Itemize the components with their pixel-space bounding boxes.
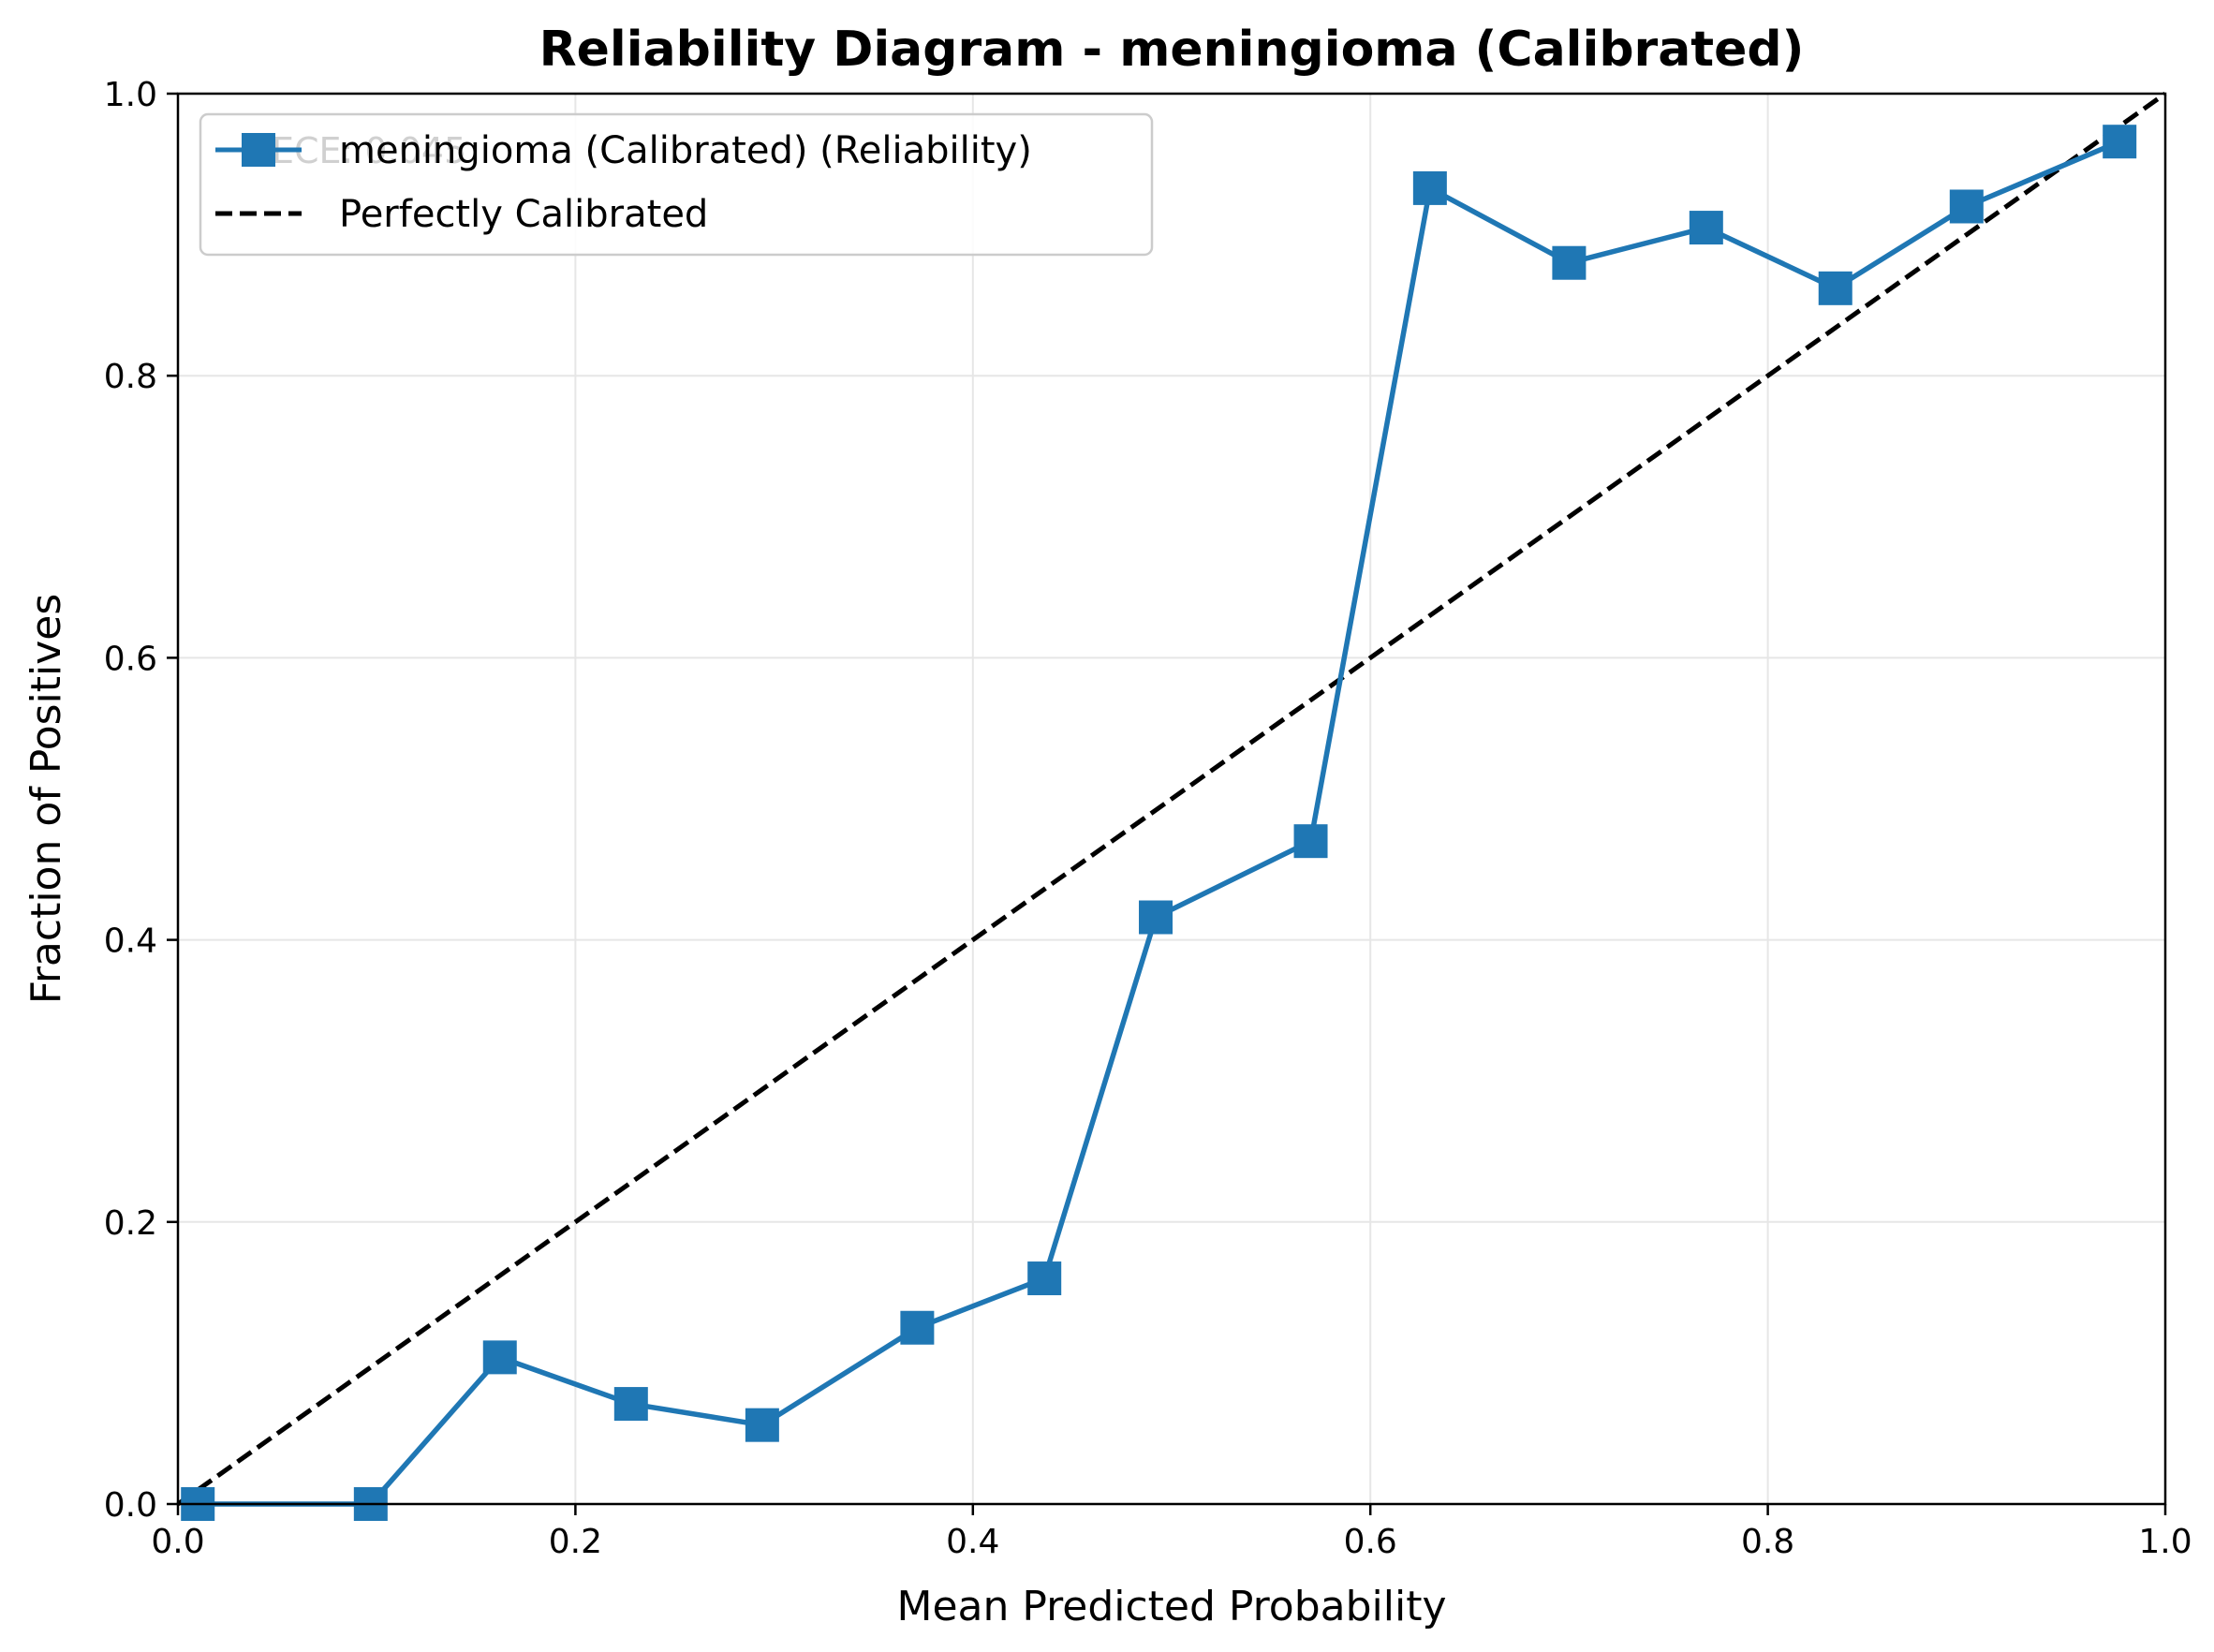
x-tick-label: 0.2: [549, 1523, 602, 1561]
data-point-marker: [1818, 271, 1852, 305]
data-point-marker: [1139, 900, 1173, 935]
legend-diagonal-label: Perfectly Calibrated: [339, 193, 708, 236]
data-point-marker: [1412, 170, 1447, 205]
grid: [177, 93, 2166, 1505]
data-point-marker: [482, 1340, 517, 1375]
y-tick-label: 0.8: [104, 358, 157, 396]
perfect-calibration-line: [176, 91, 2167, 1507]
legend-series-marker: [242, 133, 275, 167]
x-tick-label: 1.0: [2138, 1523, 2192, 1561]
diagonal-line: [176, 91, 2167, 1507]
data-point-marker: [1689, 211, 1723, 245]
data-point-marker: [745, 1408, 779, 1442]
axis-ticks: 0.0 0.2 0.4 0.6 0.8 1.0 0.0 0.2 0.4 0.6 0.8 1.0: [104, 76, 2192, 1561]
y-axis-label: Fraction of Positives: [22, 594, 70, 1005]
legend-series-label: meningioma (Calibrated) (Reliability): [339, 129, 1032, 172]
y-tick-label: 0.4: [104, 922, 157, 961]
data-point-marker: [1949, 189, 1984, 224]
data-point-marker: [1293, 824, 1328, 859]
y-tick-label: 0.2: [104, 1204, 157, 1243]
y-tick-label: 1.0: [104, 76, 157, 114]
data-point-marker: [1552, 245, 1587, 280]
x-axis-label: Mean Predicted Probability: [897, 1583, 1447, 1630]
data-point-marker: [2103, 125, 2137, 159]
reliability-series: [181, 125, 2137, 1521]
data-point-marker: [1027, 1261, 1062, 1296]
x-tick-label: 0.4: [946, 1523, 999, 1561]
x-tick-label: 0.0: [151, 1523, 204, 1561]
data-point-marker: [900, 1310, 935, 1345]
ece-annotation: ECE: 0.045: [272, 130, 466, 171]
y-tick-label: 0.6: [104, 640, 157, 678]
chart-title: Reliability Diagram - meningioma (Calibr…: [539, 22, 1805, 78]
legend: ECE: 0.045 meningioma (Calibrated) (Reli…: [199, 112, 1154, 257]
data-point-marker: [613, 1387, 648, 1422]
x-tick-label: 0.6: [1344, 1523, 1397, 1561]
legend-box: [199, 112, 1154, 257]
y-tick-label: 0.0: [104, 1486, 157, 1525]
x-tick-label: 0.8: [1741, 1523, 1794, 1561]
plot-frame: [176, 92, 2167, 1506]
